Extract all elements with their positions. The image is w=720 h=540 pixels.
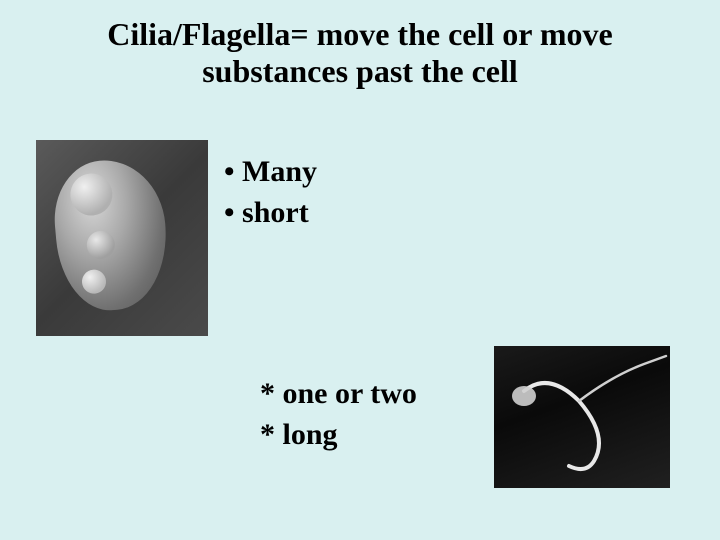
list-item: Many [224, 152, 317, 193]
list-item: * long [260, 415, 417, 456]
title-line-1: Cilia/Flagella= move the cell or move [107, 16, 613, 52]
flagellum-drawing [494, 346, 670, 488]
title-line-2: substances past the cell [202, 53, 518, 89]
list-item: short [224, 193, 317, 234]
cilia-vacuole [86, 230, 116, 260]
flagella-microscopy-image [494, 346, 670, 488]
cilia-microscopy-image [36, 140, 208, 336]
cilia-vacuole [81, 269, 107, 295]
cilia-vacuole [69, 172, 115, 218]
flagella-bullet-list: * one or two * long [260, 374, 417, 455]
cilia-cell-shape [50, 155, 173, 314]
cilia-bullet-list: Many short [224, 152, 317, 233]
list-item: * one or two [260, 374, 417, 415]
slide-title: Cilia/Flagella= move the cell or move su… [0, 0, 720, 90]
